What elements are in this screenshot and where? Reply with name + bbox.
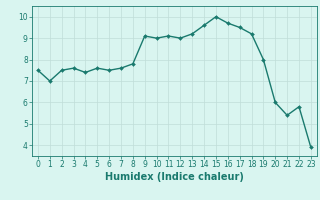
X-axis label: Humidex (Indice chaleur): Humidex (Indice chaleur) (105, 172, 244, 182)
